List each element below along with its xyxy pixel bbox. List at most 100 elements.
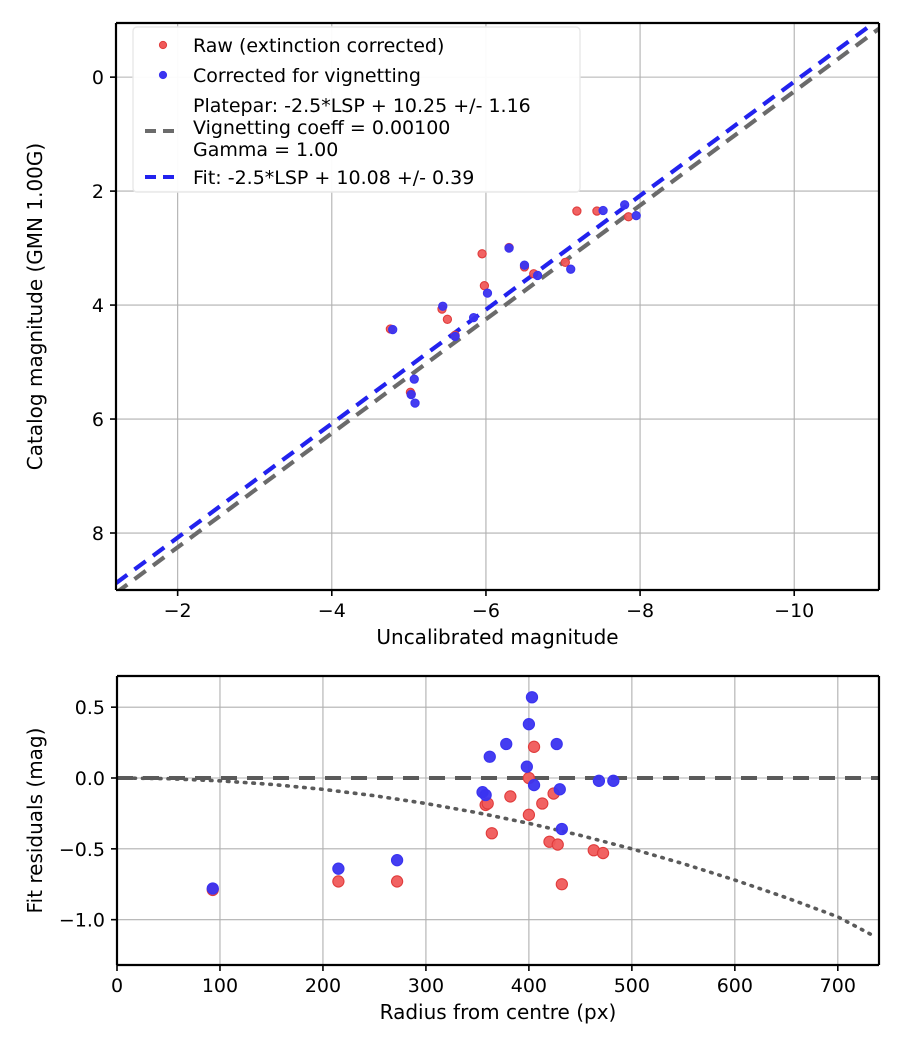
xtick-label-4: 400 [511, 975, 547, 997]
data-point-raw-1 [332, 875, 345, 888]
panel2-spines [115, 674, 881, 967]
data-point-corrected-10 [532, 270, 543, 281]
xtick-label-3: −8 [626, 600, 654, 622]
panel1-spines [114, 21, 881, 592]
data-point-raw-14 [477, 249, 487, 259]
ytick-label-4: 8 [92, 523, 104, 545]
data-point-corrected-7 [520, 760, 533, 773]
data-point-corrected-11 [566, 264, 576, 274]
data-point-raw-10 [560, 257, 570, 267]
xtick-label-7: 700 [820, 975, 856, 997]
panel1-fit-lines [116, 23, 879, 590]
panel2-gridlines [116, 676, 879, 965]
legend-item-platepar[interactable]: Platepar: -2.5*LSP + 10.25 +/- 1.16Vigne… [145, 95, 531, 161]
data-point-corrected-9 [519, 260, 530, 270]
data-point-raw-9 [527, 740, 541, 753]
data-point-corrected-3 [410, 398, 420, 408]
legend-label-fit: Fit: -2.5*LSP + 10.08 +/- 0.39 [193, 167, 474, 189]
legend-item-fit[interactable]: Fit: -2.5*LSP + 10.08 +/- 0.39 [145, 167, 474, 189]
data-point-corrected-1 [332, 862, 345, 875]
ytick-label-0: 0.5 [75, 697, 105, 719]
legend-item-corrected[interactable]: Corrected for vignetting [158, 65, 421, 87]
panel2-scatter [206, 691, 620, 897]
panel1-yaxis-label: Catalog magnitude (GMN 1.00G) [23, 143, 47, 470]
data-point-corrected-0 [206, 882, 219, 895]
legend-box: Raw (extinction corrected) Corrected for … [132, 26, 581, 193]
panel1-scatter [385, 200, 641, 408]
data-point-raw-4 [442, 314, 453, 324]
data-point-corrected-6 [468, 312, 479, 323]
data-point-corrected-1 [406, 389, 416, 400]
data-point-raw-6 [504, 790, 517, 803]
data-point-corrected-0 [388, 324, 398, 335]
data-point-corrected-9 [525, 691, 539, 704]
legend-item-raw[interactable]: Raw (extinction corrected) [158, 35, 444, 57]
data-point-corrected-10 [527, 778, 541, 792]
data-point-corrected-8 [504, 243, 514, 253]
panel1-xaxis-label: Uncalibrated magnitude [376, 625, 618, 649]
legend-label-platepar-2: Gamma = 1.00 [193, 139, 338, 161]
data-point-corrected-4 [479, 788, 492, 802]
data-point-raw-10 [536, 797, 549, 810]
data-point-corrected-4 [438, 301, 448, 311]
ytick-label-1: 0.0 [75, 768, 105, 790]
legend-label-raw: Raw (extinction corrected) [193, 35, 444, 57]
ytick-label-3: −1.0 [59, 910, 105, 932]
ytick-label-3: 6 [92, 409, 104, 431]
data-point-raw-16 [596, 846, 610, 860]
data-point-corrected-11 [550, 737, 563, 751]
xtick-label-4: −10 [774, 600, 814, 622]
legend-label-corrected: Corrected for vignetting [193, 65, 421, 87]
ytick-label-1: 2 [92, 181, 104, 203]
data-point-corrected-2 [409, 374, 419, 384]
data-point-corrected-13 [620, 200, 630, 210]
data-point-corrected-7 [482, 288, 493, 298]
data-point-raw-14 [555, 878, 568, 891]
data-point-corrected-14 [592, 774, 606, 787]
data-point-raw-8 [522, 808, 536, 821]
xtick-label-0: −2 [164, 600, 192, 622]
legend-label-platepar-1: Vignetting coeff = 0.00100 [193, 117, 450, 139]
data-point-corrected-12 [598, 205, 608, 216]
panel-fit-residuals: 0 100 200 300 400 500 600 700 Radius from centre… [23, 674, 881, 1024]
panel1-yaxis: 0 2 4 6 8 Catalog magnitude (GMN 1.00G) [23, 67, 116, 545]
data-point-raw-11 [572, 206, 582, 216]
panel2-xaxis: 0 100 200 300 400 500 600 700 Radius from centre… [111, 965, 856, 1024]
panel2-series-corrected [206, 691, 620, 895]
panel2-background [117, 676, 879, 965]
xtick-label-5: 500 [614, 975, 650, 997]
data-point-raw-5 [485, 827, 498, 840]
panel2-xaxis-label: Radius from centre (px) [380, 1000, 617, 1024]
xtick-label-3: 300 [408, 975, 444, 997]
data-point-corrected-5 [483, 750, 496, 763]
xtick-label-0: 0 [111, 975, 123, 997]
legend-background [132, 26, 581, 193]
fit-line-platepar [116, 27, 879, 590]
panel2-yaxis-label: Fit residuals (mag) [23, 728, 47, 914]
data-point-corrected-12 [553, 783, 566, 796]
xtick-label-2: −6 [472, 600, 500, 622]
xtick-label-2: 200 [305, 975, 341, 997]
legend-label-platepar-0: Platepar: -2.5*LSP + 10.25 +/- 1.16 [193, 95, 531, 117]
data-point-corrected-13 [555, 822, 568, 836]
ytick-label-2: 4 [92, 295, 104, 317]
xtick-label-6: 600 [717, 975, 753, 997]
data-point-corrected-14 [631, 210, 641, 221]
data-point-raw-13 [551, 838, 564, 851]
data-point-corrected-15 [607, 774, 620, 787]
data-point-raw-13 [623, 212, 634, 222]
legend-marker-raw-icon [158, 40, 168, 50]
ytick-label-2: −0.5 [59, 839, 105, 861]
panel1-xaxis: −2 −4 −6 −8 −10 Uncalibrated magnitude [164, 590, 814, 649]
panel2-yaxis: 0.5 0.0 −0.5 −1.0 Fit residuals (mag) [23, 697, 117, 932]
panel1-series-corrected [388, 200, 641, 408]
fit-line-fit [116, 23, 878, 585]
vignetting-curve-line [117, 776, 876, 938]
xtick-label-1: 100 [202, 975, 238, 997]
data-point-corrected-2 [390, 854, 404, 867]
data-point-corrected-5 [450, 331, 460, 342]
panel2-reference-lines [117, 776, 879, 938]
xtick-label-1: −4 [318, 600, 346, 622]
